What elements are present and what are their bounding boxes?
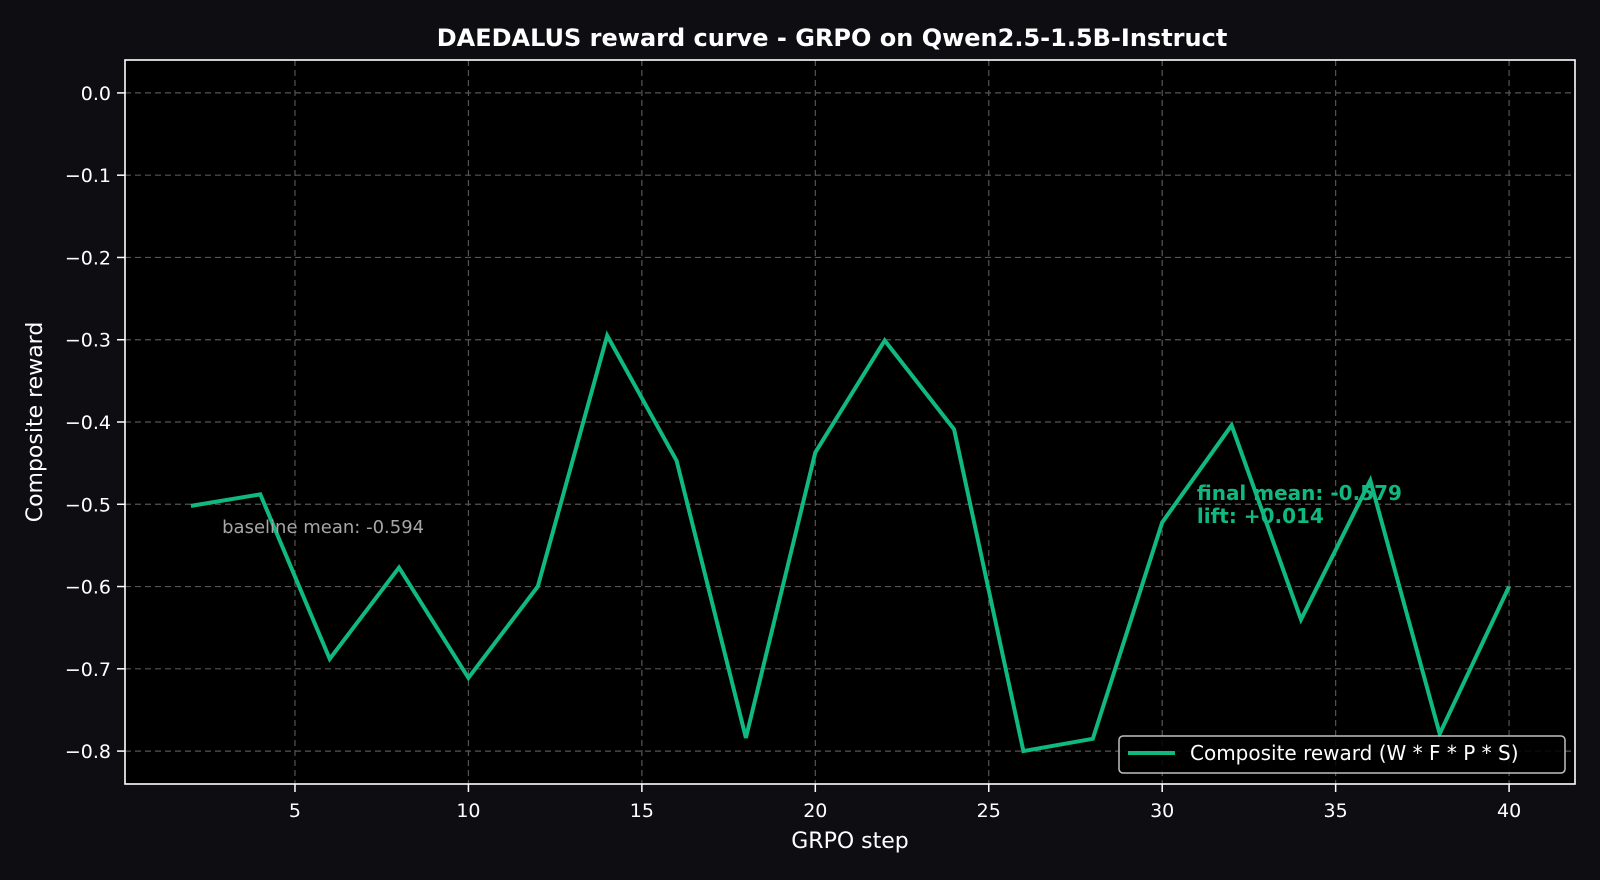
x-tick-label: 15 — [630, 800, 654, 822]
legend-box — [1118, 735, 1566, 774]
x-tick-label: 30 — [1150, 800, 1174, 822]
y-axis-ticks: 0.0 −0.1 −0.2 −0.3 −0.4 −0.5 −0.6 −0.7 −0.8 — [65, 83, 125, 763]
annotations: baseline mean: -0.594 final mean: -0.579l… — [222, 481, 1402, 538]
y-tick-label: −0.3 — [65, 330, 111, 352]
y-tick-label: −0.6 — [65, 577, 111, 599]
legend-label: Composite reward (W * F * P * S) — [1190, 741, 1519, 765]
y-tick-label: −0.7 — [65, 659, 111, 681]
y-tick-label: −0.1 — [65, 165, 111, 187]
x-tick-label: 5 — [289, 800, 301, 822]
x-tick-label: 40 — [1497, 800, 1521, 822]
baseline-mean-annotation: baseline mean: -0.594 — [222, 517, 424, 538]
y-tick-label: −0.4 — [65, 412, 111, 434]
x-tick-label: 25 — [977, 800, 1001, 822]
y-tick-label: −0.5 — [65, 494, 111, 516]
y-tick-label: 0.0 — [81, 83, 111, 105]
chart-title: DAEDALUS reward curve - GRPO on Qwen2.5-… — [437, 24, 1228, 52]
y-tick-label: −0.8 — [65, 741, 111, 763]
series-layer — [190, 330, 1511, 754]
series-line-composite-reward — [190, 330, 1511, 754]
x-axis-label: GRPO step — [791, 829, 909, 854]
x-tick-label: 20 — [803, 800, 827, 822]
x-axis-ticks: 5 10 15 20 25 30 35 40 — [289, 784, 1521, 822]
y-tick-label: −0.2 — [65, 247, 111, 269]
x-tick-label: 10 — [456, 800, 480, 822]
legend: Composite reward (W * F * P * S) — [1118, 735, 1566, 774]
final-mean-annotation: final mean: -0.579 — [1197, 481, 1402, 505]
lift-annotation: lift: +0.014 — [1197, 504, 1324, 528]
y-axis-label: Composite reward — [23, 322, 48, 523]
x-tick-label: 35 — [1324, 800, 1348, 822]
grid-lines — [125, 60, 1575, 784]
